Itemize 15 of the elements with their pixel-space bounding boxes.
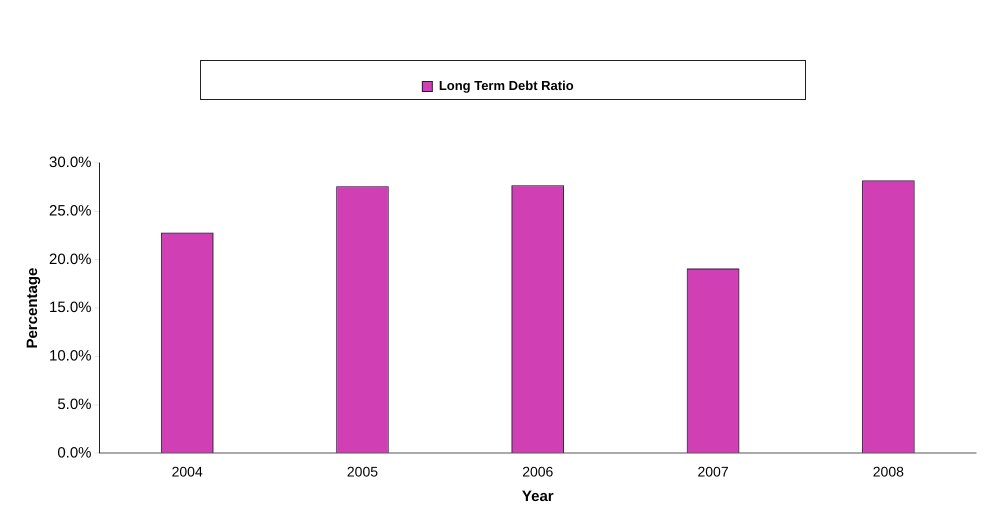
y-tick-label: 5.0% (57, 396, 92, 413)
legend-label: Long Term Debt Ratio (438, 78, 574, 94)
x-tick-label: 2006 (522, 463, 554, 480)
y-axis-title: Percentage (24, 268, 42, 349)
x-tick-label: 2008 (872, 463, 904, 480)
x-tick-label: 2004 (172, 463, 203, 480)
y-tick-label: 15.0% (48, 299, 92, 316)
y-tick-label: 0.0% (57, 444, 92, 462)
x-tick-label: 2007 (697, 463, 729, 480)
y-tick-label: 30.0% (48, 154, 92, 172)
y-tick-label: 25.0% (48, 202, 92, 220)
y-tick-label: 20.0% (48, 250, 92, 268)
x-tick-label: 2005 (346, 463, 378, 480)
x-axis-title: Year (522, 488, 554, 506)
y-tick-label: 10.0% (48, 348, 92, 365)
